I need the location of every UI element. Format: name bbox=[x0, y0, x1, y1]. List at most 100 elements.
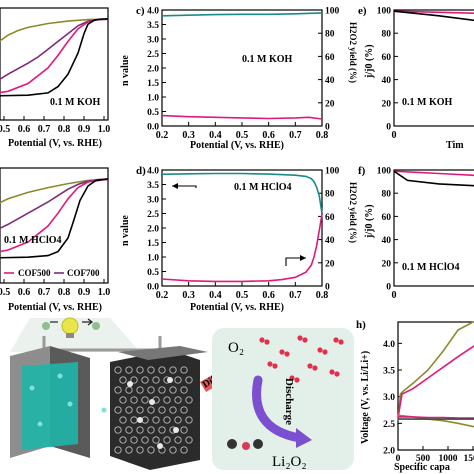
d-y_ticks-tick-label-5: 2.5 bbox=[147, 210, 159, 220]
discharge-label: Discharge bbox=[283, 378, 295, 425]
mesh-ring-59 bbox=[147, 446, 155, 454]
c-xtick-label-0: 0.2 bbox=[156, 130, 169, 141]
o2-atom-a-5 bbox=[267, 361, 273, 367]
f-y_ticks-tick-label-3: 60 bbox=[382, 213, 392, 223]
f-y_ticks-tick-label-0: 0 bbox=[386, 283, 391, 293]
mesh-ring-61 bbox=[169, 446, 177, 454]
electrode-plate bbox=[118, 346, 208, 360]
mesh-ring-20 bbox=[180, 386, 188, 394]
lsv-koh-xtick-label-3: 0.8 bbox=[58, 124, 71, 135]
mesh-ring-55 bbox=[185, 436, 193, 444]
d-y_ticks-tick-label-8: 4.0 bbox=[147, 167, 159, 177]
mesh-ring-9 bbox=[141, 376, 149, 384]
h-ytick-label-2: 3.0 bbox=[383, 393, 395, 403]
bulb-base bbox=[66, 333, 74, 338]
o2-atom-b-2 bbox=[302, 337, 308, 343]
lsv-koh-xlabel: Potential (V, vs. RHE) bbox=[8, 138, 102, 149]
o2-atom-a-3 bbox=[317, 347, 323, 353]
d-arrow-left-line bbox=[172, 185, 197, 188]
panel-h: h) 2.0 2.5 3.0 3.5 4.0 0 500 1000 1500 Specific … bbox=[356, 319, 474, 473]
li2o2-particle-2 bbox=[242, 442, 250, 450]
electron-dot-right bbox=[92, 322, 100, 330]
lsv-koh-xtick-label-2: 0.7 bbox=[38, 124, 51, 135]
e-y_ticks-tick-label-3: 60 bbox=[382, 53, 392, 63]
lsv-hclo4-curves bbox=[0, 178, 109, 259]
c-y2_ticks-tick-label-0: 0 bbox=[325, 123, 330, 133]
mesh-ring-30 bbox=[136, 406, 144, 414]
d-ylabel: n value bbox=[120, 215, 131, 246]
c-y2_ticks-tick-label-1: 20 bbox=[325, 99, 335, 109]
o2-atom-a-0 bbox=[259, 337, 265, 343]
mesh-ring-54 bbox=[174, 436, 182, 444]
d-y2_ticks-tick-label-2: 40 bbox=[325, 236, 335, 246]
o2-label: O₂ bbox=[228, 340, 244, 356]
h-ytick-label-4: 4.0 bbox=[383, 340, 395, 350]
c-xtick-label-5: 0.7 bbox=[289, 130, 302, 141]
c-series-1 bbox=[161, 114, 323, 120]
lsv-hclo4-series-2 bbox=[0, 178, 109, 253]
h-xlabel: Specific capa bbox=[394, 462, 450, 473]
f-y_ticks-tick-label-4: 80 bbox=[382, 190, 392, 200]
d-xtick-label-0: 0.2 bbox=[156, 290, 169, 301]
e-series-1 bbox=[393, 10, 474, 22]
c-ylabel: n value bbox=[120, 55, 131, 86]
c-y_ticks-tick-label-5: 2.5 bbox=[147, 50, 159, 60]
mesh-ring-16 bbox=[136, 386, 144, 394]
d-y2_ticks-tick-label-1: 20 bbox=[325, 259, 335, 269]
mesh-ring-12 bbox=[174, 376, 182, 384]
d-arrow-right bbox=[285, 255, 306, 266]
e-y_ticks-tick-label-2: 40 bbox=[382, 76, 392, 86]
particle-2 bbox=[57, 373, 63, 379]
h-curves bbox=[397, 321, 474, 428]
d-y_ticks-tick-label-2: 1.0 bbox=[147, 254, 159, 264]
panel-c: c) 0.0 0.5 1.0 1.5 2.0 2.5 3.0 3.5 4.0 0 20 40 60 80 1… bbox=[120, 5, 358, 151]
d-y_ticks-tick-label-1: 0.5 bbox=[147, 268, 159, 278]
mesh-ring-1 bbox=[125, 366, 133, 374]
lsv-koh-annotation: 0.1 M KOH bbox=[50, 97, 100, 108]
lsv-koh-series-3 bbox=[0, 18, 109, 97]
mesh-ring-6 bbox=[180, 366, 188, 374]
lsv-koh-curves bbox=[0, 18, 109, 97]
o2-atom-b-8 bbox=[294, 377, 300, 383]
lsv-koh-x-ticks: 0.5 0.6 0.7 0.8 0.9 1.0 bbox=[0, 116, 110, 135]
d-y2_ticks-tick-label-4: 80 bbox=[325, 190, 335, 200]
mesh-ring-58 bbox=[136, 446, 144, 454]
mesh-ring-31 bbox=[147, 406, 155, 414]
e-ylabel: j/j0 (%) bbox=[364, 44, 375, 79]
d-xlabel: Potential (V, vs. RHE) bbox=[190, 302, 284, 313]
d-annotation: 0.1 M HClO4 bbox=[234, 182, 292, 193]
schematic: Diffusion O₂ Discharge Li₂O₂ bbox=[0, 317, 356, 474]
o2-atom-b-6 bbox=[312, 365, 318, 371]
circuit-wire bbox=[42, 336, 162, 352]
mesh-ring-23 bbox=[141, 396, 149, 404]
f-y_ticks-tick-label-2: 40 bbox=[382, 236, 392, 246]
panel-c-label: c) bbox=[136, 5, 145, 17]
c-y2_ticks-tick-label-5: 100 bbox=[325, 7, 340, 17]
f-series-1 bbox=[393, 170, 474, 187]
mesh-ring-17 bbox=[147, 386, 155, 394]
lsv-koh-xtick-label-0: 0.5 bbox=[0, 124, 10, 135]
mesh-ring-43 bbox=[125, 426, 133, 434]
o2-atom-a-4 bbox=[333, 337, 339, 343]
h-series-0 bbox=[397, 321, 474, 421]
d-xtick-label-5: 0.7 bbox=[289, 290, 302, 301]
mesh-ring-40 bbox=[174, 416, 182, 424]
mesh-ring-50 bbox=[130, 436, 138, 444]
h-ylabel: Voltage (V, vs. Li/Li+) bbox=[360, 351, 371, 444]
particle-4 bbox=[37, 421, 43, 427]
mesh-ring-62 bbox=[180, 446, 188, 454]
h-xtick-label-3: 1500 bbox=[464, 454, 474, 464]
c-annotation: 0.1 M KOH bbox=[242, 54, 292, 65]
mesh-ring-39 bbox=[163, 416, 171, 424]
mesh-ring-28 bbox=[114, 406, 122, 414]
d-y_ticks-tick-label-7: 3.5 bbox=[147, 181, 159, 191]
lsv-koh-frame bbox=[0, 7, 109, 121]
mesh-ring-52 bbox=[152, 436, 160, 444]
c-xtick-label-1: 0.3 bbox=[182, 130, 195, 141]
c-y_ticks-tick-label-4: 2.0 bbox=[147, 65, 159, 75]
panel-d-label: d) bbox=[136, 165, 146, 177]
mesh-ring-48 bbox=[180, 426, 188, 434]
f-y_ticks-tick-label-5: 100 bbox=[377, 167, 392, 177]
c-y2_ticks-tick-label-2: 40 bbox=[325, 76, 335, 86]
o2-atom-b-0 bbox=[264, 339, 270, 345]
